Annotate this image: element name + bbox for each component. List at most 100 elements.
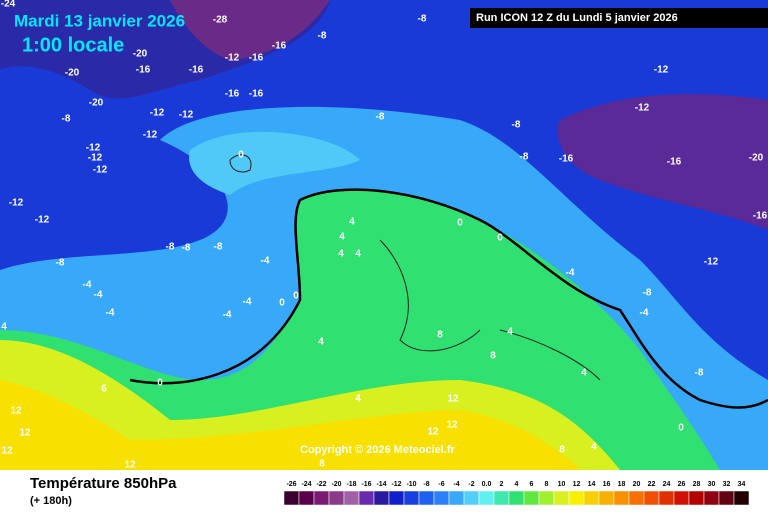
contour-label: 8 [437,330,443,341]
colorbar-label: 16 [603,481,611,488]
colorbar-box [688,490,705,506]
run-banner [470,8,768,28]
contour-label: 4 [318,337,324,348]
time-label: 1:00 locale [22,34,124,56]
colorbar-box [613,490,630,506]
contour-label: 12 [447,394,459,405]
colorbar-label: -18 [346,481,356,488]
contour-label: 4 [591,442,597,453]
colorbar-box [658,490,675,506]
contour-label: 12 [10,406,22,417]
contour-label: 12 [446,420,458,431]
contour-label: -12 [86,143,101,154]
colorbar-label: -22 [316,481,326,488]
contour-label: -16 [753,211,768,222]
colorbar-label: -20 [331,481,341,488]
contour-label: 8 [319,459,325,470]
colorbar-box [733,490,750,506]
colorbar-box [673,490,690,506]
colorbar-box [328,490,345,506]
contour-label: -8 [512,120,521,131]
colorbar-label: -6 [438,481,444,488]
warm-region [0,189,720,470]
contour-label: -20 [65,68,80,79]
colorbar-label: 22 [648,481,656,488]
colorbar-label: 26 [678,481,686,488]
zero-isotherm [129,188,768,409]
contour-label: 4 [355,249,361,260]
contour-label: 0 [497,233,503,244]
colorbar-box [568,490,585,506]
colorbar-box [358,490,375,506]
colorbar-label: -26 [286,481,296,488]
colorbar-box [433,490,450,506]
colorbar-label: 14 [588,481,596,488]
contour-label: 6 [101,384,107,395]
colorbar-box [403,490,420,506]
contour-label: -8 [643,288,652,299]
contour-label: -12 [654,65,669,76]
colorbar-box [598,490,615,506]
colorbar-box [463,490,480,506]
contour-label: -16 [189,65,204,76]
colorbar-label: 34 [738,481,746,488]
colorbar-box [508,490,525,506]
contour-label: -4 [566,268,575,279]
contour-label: -16 [667,157,682,168]
contour-label: -16 [249,53,264,64]
date-label: Mardi 13 janvier 2026 [14,11,185,30]
contour-label: -8 [56,258,65,269]
contour-label: 4 [1,322,7,333]
colorbar-label: -16 [361,481,371,488]
colorbar-label: 10 [558,481,566,488]
mild-region [189,131,360,195]
contour-label: -4 [94,290,103,301]
colorbar-box [448,490,465,506]
footer-title: Température 850hPa [30,475,177,492]
colorbar-label: 6 [530,481,534,488]
colorbar-label: 0.0 [482,481,492,488]
contour-label: -4 [83,280,92,291]
contour-label: 4 [338,249,344,260]
contour-label: -20 [133,49,148,60]
contour-label: 0 [157,378,163,389]
colorbar-label: 12 [573,481,581,488]
colorbar-box [553,490,570,506]
contour-label: -8 [376,112,385,123]
contour-label: 4 [581,368,587,379]
contour-label: -24 [1,0,16,10]
colorbar-label: 4 [515,481,519,488]
contour-label: 8 [490,351,496,362]
colorbar-box [643,490,660,506]
contour-label: -12 [150,108,165,119]
contour-label: -4 [261,256,270,267]
contour-label: -28 [213,15,228,26]
colorbar-box [478,490,495,506]
colorbar-label: 2 [500,481,504,488]
very-cold-region [170,0,330,60]
colorbar-label: -8 [423,481,429,488]
colorbar-label: -2 [468,481,474,488]
colorbar-label: 28 [693,481,701,488]
colorbar-label: -10 [406,481,416,488]
contour-label: -4 [640,308,649,319]
colorbar-box [523,490,540,506]
colorbar-box [388,490,405,506]
colorbar-label: 24 [663,481,671,488]
contour-label: -16 [225,89,240,100]
warm-region [0,380,580,470]
contour-label: -12 [35,215,50,226]
colorbar-box [703,490,720,506]
colorbar-box [343,490,360,506]
colorbar-box [493,490,510,506]
contour-label: -12 [93,165,108,176]
colorbar-box [583,490,600,506]
contour-label: -12 [179,110,194,121]
contour-label: 0 [279,298,285,309]
contour-label: 12 [19,428,31,439]
colorbar-box [628,490,645,506]
colorbar-label: 20 [633,481,641,488]
contour-label: -8 [418,14,427,25]
colorbar-label: -24 [301,481,311,488]
contour-label: -8 [182,243,191,254]
